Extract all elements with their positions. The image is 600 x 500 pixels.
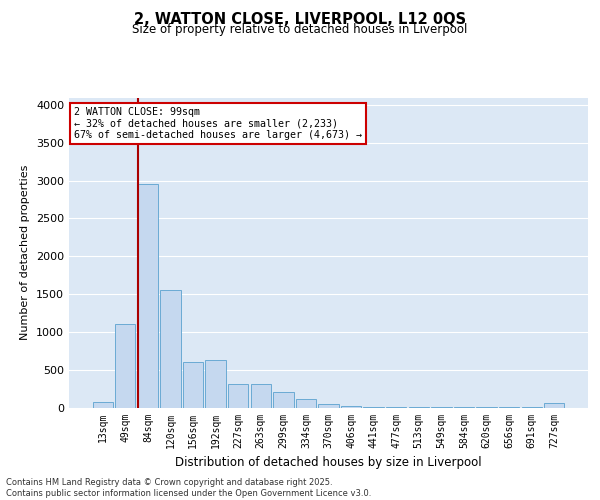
Bar	[183, 362, 203, 408]
Text: 2 WATTON CLOSE: 99sqm
← 32% of detached houses are smaller (2,233)
67% of semi-d: 2 WATTON CLOSE: 99sqm ← 32% of detached …	[74, 107, 362, 140]
Bar	[251, 384, 271, 407]
Bar	[341, 406, 361, 408]
Bar	[364, 406, 384, 408]
Bar	[115, 324, 136, 407]
Bar	[205, 360, 226, 408]
Bar	[296, 399, 316, 407]
Bar	[319, 404, 338, 407]
Bar	[228, 384, 248, 407]
Bar	[160, 290, 181, 408]
Bar	[544, 404, 565, 407]
Text: Contains HM Land Registry data © Crown copyright and database right 2025.
Contai: Contains HM Land Registry data © Crown c…	[6, 478, 371, 498]
X-axis label: Distribution of detached houses by size in Liverpool: Distribution of detached houses by size …	[175, 456, 482, 469]
Text: Size of property relative to detached houses in Liverpool: Size of property relative to detached ho…	[133, 22, 467, 36]
Y-axis label: Number of detached properties: Number of detached properties	[20, 165, 31, 340]
Text: 2, WATTON CLOSE, LIVERPOOL, L12 0QS: 2, WATTON CLOSE, LIVERPOOL, L12 0QS	[134, 12, 466, 28]
Bar	[138, 184, 158, 408]
Bar	[273, 392, 293, 407]
Bar	[92, 402, 113, 407]
